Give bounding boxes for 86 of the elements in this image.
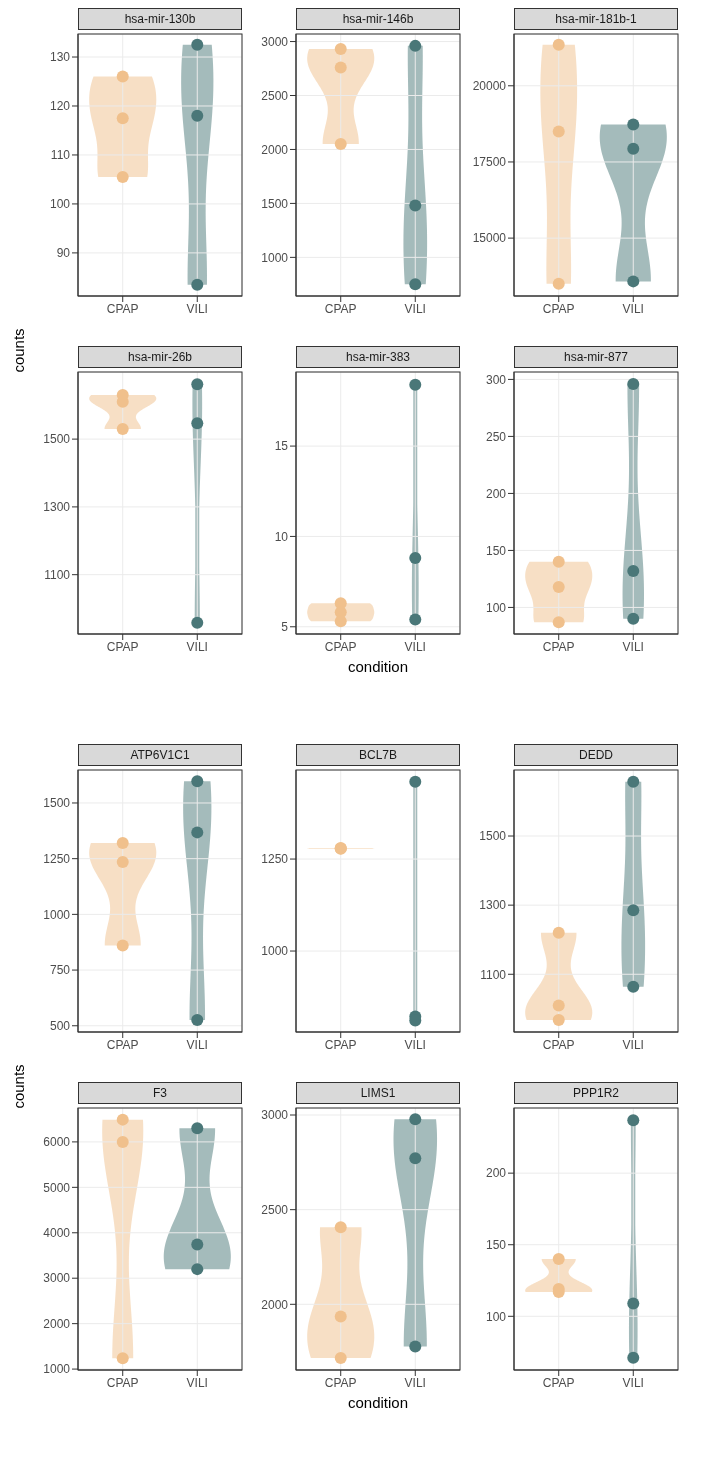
y-tick-label: 15 [274, 439, 289, 454]
y-axis-title: counts [9, 327, 27, 373]
y-tick-label: 1500 [479, 829, 507, 844]
y-tick-label: 750 [49, 963, 71, 978]
y-tick-label: 500 [49, 1019, 71, 1034]
x-tick-label: CPAP [542, 1037, 575, 1052]
chart-title: hsa-mir-130b [78, 8, 242, 30]
chart-title: hsa-mir-181b-1 [514, 8, 678, 30]
y-axis-title: counts [9, 1063, 27, 1109]
x-tick-label: VILI [622, 1037, 644, 1052]
chart-title: DEDD [514, 744, 678, 766]
y-tick-label: 300 [485, 372, 507, 387]
chart-title: PPP1R2 [514, 1082, 678, 1104]
y-tick-label: 100 [485, 600, 507, 615]
x-tick-label: CPAP [106, 1375, 139, 1390]
y-tick-label: 6000 [43, 1135, 71, 1150]
x-tick-label: VILI [186, 1375, 208, 1390]
x-tick-label: VILI [186, 1037, 208, 1052]
x-tick-label: VILI [622, 301, 644, 316]
y-tick-label: 1500 [43, 796, 71, 811]
x-tick-label: CPAP [324, 301, 357, 316]
x-tick-label: CPAP [106, 301, 139, 316]
x-tick-label: CPAP [542, 639, 575, 654]
y-tick-label: 150 [485, 1237, 507, 1252]
x-tick-label: CPAP [106, 1037, 139, 1052]
x-tick-label: VILI [404, 1037, 426, 1052]
y-tick-label: 3000 [261, 34, 289, 49]
chart-title: LIMS1 [296, 1082, 460, 1104]
x-tick-label: CPAP [324, 1037, 357, 1052]
x-tick-label: CPAP [106, 639, 139, 654]
x-axis-title: condition [346, 1394, 409, 1411]
y-tick-label: 100 [49, 197, 71, 212]
y-tick-label: 1500 [43, 432, 71, 447]
x-tick-label: VILI [622, 1375, 644, 1390]
y-tick-label: 5 [281, 620, 289, 635]
y-tick-label: 1000 [43, 1362, 71, 1377]
x-tick-label: VILI [404, 301, 426, 316]
y-tick-label: 1000 [43, 907, 71, 922]
x-tick-label: VILI [404, 1375, 426, 1390]
y-tick-label: 10 [274, 529, 289, 544]
y-tick-label: 250 [485, 429, 507, 444]
x-tick-label: VILI [186, 301, 208, 316]
x-tick-label: VILI [404, 639, 426, 654]
y-tick-label: 20000 [472, 79, 507, 94]
y-tick-label: 1250 [43, 851, 71, 866]
y-tick-label: 1000 [261, 944, 289, 959]
y-tick-label: 1100 [480, 967, 507, 982]
x-tick-label: CPAP [324, 639, 357, 654]
y-tick-label: 1250 [261, 852, 289, 867]
y-tick-label: 2000 [261, 1297, 289, 1312]
y-tick-label: 130 [49, 50, 71, 65]
y-tick-label: 1100 [44, 567, 71, 582]
y-tick-label: 2500 [261, 88, 289, 103]
chart-title: F3 [78, 1082, 242, 1104]
y-tick-label: 110 [50, 148, 71, 163]
x-tick-label: CPAP [324, 1375, 357, 1390]
x-tick-label: VILI [186, 639, 208, 654]
y-tick-label: 1300 [43, 500, 71, 515]
x-tick-label: VILI [622, 639, 644, 654]
y-tick-label: 120 [49, 99, 71, 114]
y-tick-label: 150 [485, 543, 507, 558]
x-axis-title: condition [346, 658, 409, 675]
y-tick-label: 90 [56, 246, 71, 261]
y-tick-label: 200 [485, 1166, 507, 1181]
y-tick-label: 3000 [43, 1271, 71, 1286]
y-tick-label: 2500 [261, 1202, 289, 1217]
chart-title: hsa-mir-146b [296, 8, 460, 30]
y-tick-label: 3000 [261, 1108, 289, 1123]
y-tick-label: 1500 [261, 196, 289, 211]
y-tick-label: 15000 [472, 231, 507, 246]
chart-title: hsa-mir-383 [296, 346, 460, 368]
y-tick-label: 200 [485, 486, 507, 501]
chart-title: BCL7B [296, 744, 460, 766]
y-tick-label: 4000 [43, 1226, 71, 1241]
y-tick-label: 100 [485, 1309, 507, 1324]
y-tick-label: 1300 [479, 898, 507, 913]
y-tick-label: 1000 [261, 250, 289, 265]
y-tick-label: 5000 [43, 1180, 71, 1195]
chart-title: hsa-mir-877 [514, 346, 678, 368]
y-tick-label: 17500 [472, 155, 507, 170]
x-tick-label: CPAP [542, 1375, 575, 1390]
y-tick-label: 2000 [43, 1316, 71, 1331]
chart-title: ATP6V1C1 [78, 744, 242, 766]
x-tick-label: CPAP [542, 301, 575, 316]
y-tick-label: 2000 [261, 142, 289, 157]
chart-title: hsa-mir-26b [78, 346, 242, 368]
